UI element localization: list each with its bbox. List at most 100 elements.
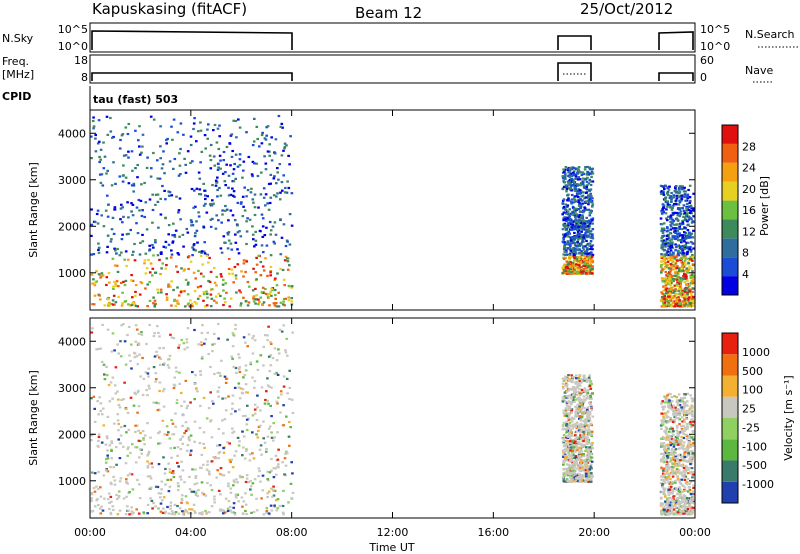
velocity-cell — [110, 440, 113, 443]
power-cell — [193, 189, 196, 192]
velocity-cell — [582, 474, 586, 477]
velocity-cell — [158, 430, 161, 433]
power-cell — [660, 246, 663, 249]
velocity-cell — [112, 475, 115, 478]
power-cell — [131, 203, 135, 206]
velocity-cell — [267, 490, 271, 493]
power-cell — [679, 234, 682, 237]
velocity-cell — [584, 390, 587, 393]
velocity-cell — [666, 401, 669, 404]
velocity-cell — [147, 375, 150, 378]
power-cell — [685, 296, 689, 299]
velocity-cell — [152, 366, 156, 369]
power-cell — [681, 262, 684, 265]
power-cell — [569, 167, 572, 170]
power-cell — [672, 194, 675, 197]
power-cell — [660, 227, 664, 230]
power-cell — [661, 248, 665, 251]
power-cell — [125, 233, 129, 236]
velocity-cell — [285, 450, 288, 453]
power-cell — [682, 254, 685, 257]
power-cell — [165, 264, 168, 267]
power-cell — [660, 253, 663, 256]
velocity-cell — [219, 508, 222, 511]
power-cell — [565, 227, 569, 230]
power-cell — [98, 160, 101, 164]
power-cell — [580, 216, 583, 219]
velocity-cell — [579, 378, 583, 381]
power-cell — [245, 195, 248, 198]
power-cell — [178, 152, 181, 155]
velocity-cell — [276, 373, 280, 376]
velocity-cell — [266, 377, 269, 380]
power-cell — [259, 260, 263, 264]
power-cell — [675, 197, 679, 200]
power-cell — [219, 294, 222, 298]
power-cell — [160, 167, 164, 170]
power-cell — [568, 253, 572, 256]
power-cell — [198, 250, 201, 254]
power-cell — [161, 163, 165, 166]
velocity-cell — [103, 373, 106, 376]
power-cell — [568, 199, 571, 202]
power-cell — [177, 209, 181, 212]
velocity-cell — [567, 449, 571, 452]
velocity-cell — [241, 415, 245, 418]
power-colorbar-swatch — [722, 257, 738, 277]
velocity-cell — [587, 467, 591, 470]
power-cell — [668, 277, 671, 280]
power-cell — [99, 148, 103, 151]
velocity-cell — [687, 446, 691, 449]
velocity-cell — [222, 512, 225, 515]
power-cell — [288, 163, 291, 166]
velocity-cell — [108, 501, 111, 504]
velocity-cell — [227, 395, 230, 398]
power-cell — [591, 248, 594, 251]
velocity-cell — [130, 343, 133, 346]
power-cell — [92, 125, 96, 128]
power-cell — [665, 264, 668, 267]
power-cell — [170, 280, 173, 283]
power-cell — [572, 255, 576, 258]
velocity-cell — [95, 499, 98, 502]
power-cell — [223, 297, 226, 300]
power-segment-0 — [90, 114, 294, 308]
velocity-cell — [685, 455, 688, 458]
power-cell — [216, 188, 219, 192]
velocity-cell — [568, 421, 572, 424]
velocity-cell — [130, 510, 134, 513]
velocity-cell — [172, 475, 176, 479]
power-cell — [687, 246, 691, 249]
power-cell — [149, 115, 153, 118]
power-cell — [692, 247, 695, 250]
velocity-cell — [267, 427, 271, 430]
power-cell — [287, 154, 290, 157]
velocity-cell — [567, 469, 570, 472]
power-cell — [576, 240, 579, 243]
velocity-cell — [566, 404, 570, 408]
velocity-cell — [184, 495, 188, 498]
power-cell — [219, 247, 223, 250]
power-cell — [228, 142, 231, 145]
power-cell — [678, 225, 681, 228]
power-cell — [674, 268, 678, 271]
power-cell — [692, 287, 695, 290]
power-cell — [677, 207, 680, 210]
velocity-cell — [251, 376, 254, 379]
velocity-cell — [680, 436, 684, 439]
power-cell — [675, 278, 679, 281]
power-cell — [564, 177, 567, 180]
power-cell — [97, 246, 101, 249]
power-cell — [212, 155, 216, 158]
power-cell — [257, 206, 260, 209]
power-cell — [570, 228, 573, 231]
velocity-cell — [569, 476, 573, 479]
power-cell — [131, 169, 134, 172]
power-cell — [107, 203, 110, 206]
velocity-cell — [563, 399, 567, 403]
power-cell — [565, 250, 568, 253]
velocity-cell — [279, 390, 283, 393]
velocity-cell — [589, 448, 592, 451]
power-cell — [156, 177, 159, 180]
nsearch-label: N.Search — [745, 28, 795, 41]
